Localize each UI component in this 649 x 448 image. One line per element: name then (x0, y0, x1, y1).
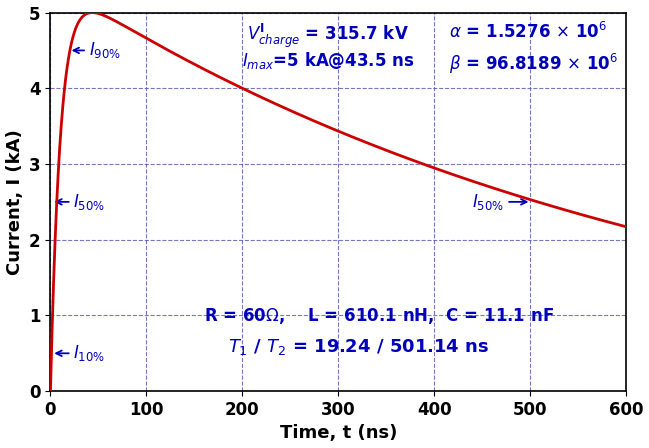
Text: $\beta$ = 96.8189 $\times$ 10$^{6}$: $\beta$ = 96.8189 $\times$ 10$^{6}$ (448, 52, 618, 76)
Text: $I_{50\%}$: $I_{50\%}$ (472, 192, 504, 212)
Y-axis label: Current, I (kA): Current, I (kA) (6, 129, 23, 275)
Text: $T_{1}$ / $T_{2}$ = 19.24 / 501.14 ns: $T_{1}$ / $T_{2}$ = 19.24 / 501.14 ns (228, 336, 489, 357)
Text: R = 60$\Omega$,    L = 610.1 nH,  C = 11.1 nF: R = 60$\Omega$, L = 610.1 nH, C = 11.1 n… (204, 306, 554, 326)
Text: $I_{10\%}$: $I_{10\%}$ (73, 343, 106, 363)
Text: $I_{90\%}$: $I_{90\%}$ (89, 40, 121, 60)
Text: $V^{\mathregular{I}}_{charge}$ = 315.7 kV: $V^{\mathregular{I}}_{charge}$ = 315.7 k… (247, 22, 409, 50)
Text: $I_{50\%}$: $I_{50\%}$ (73, 192, 106, 212)
X-axis label: Time, t (ns): Time, t (ns) (280, 424, 397, 443)
Text: $I_{max}$=5 kA@43.5 ns: $I_{max}$=5 kA@43.5 ns (242, 51, 415, 71)
Text: $\alpha$ = 1.5276 $\times$ 10$^{6}$: $\alpha$ = 1.5276 $\times$ 10$^{6}$ (448, 22, 607, 42)
